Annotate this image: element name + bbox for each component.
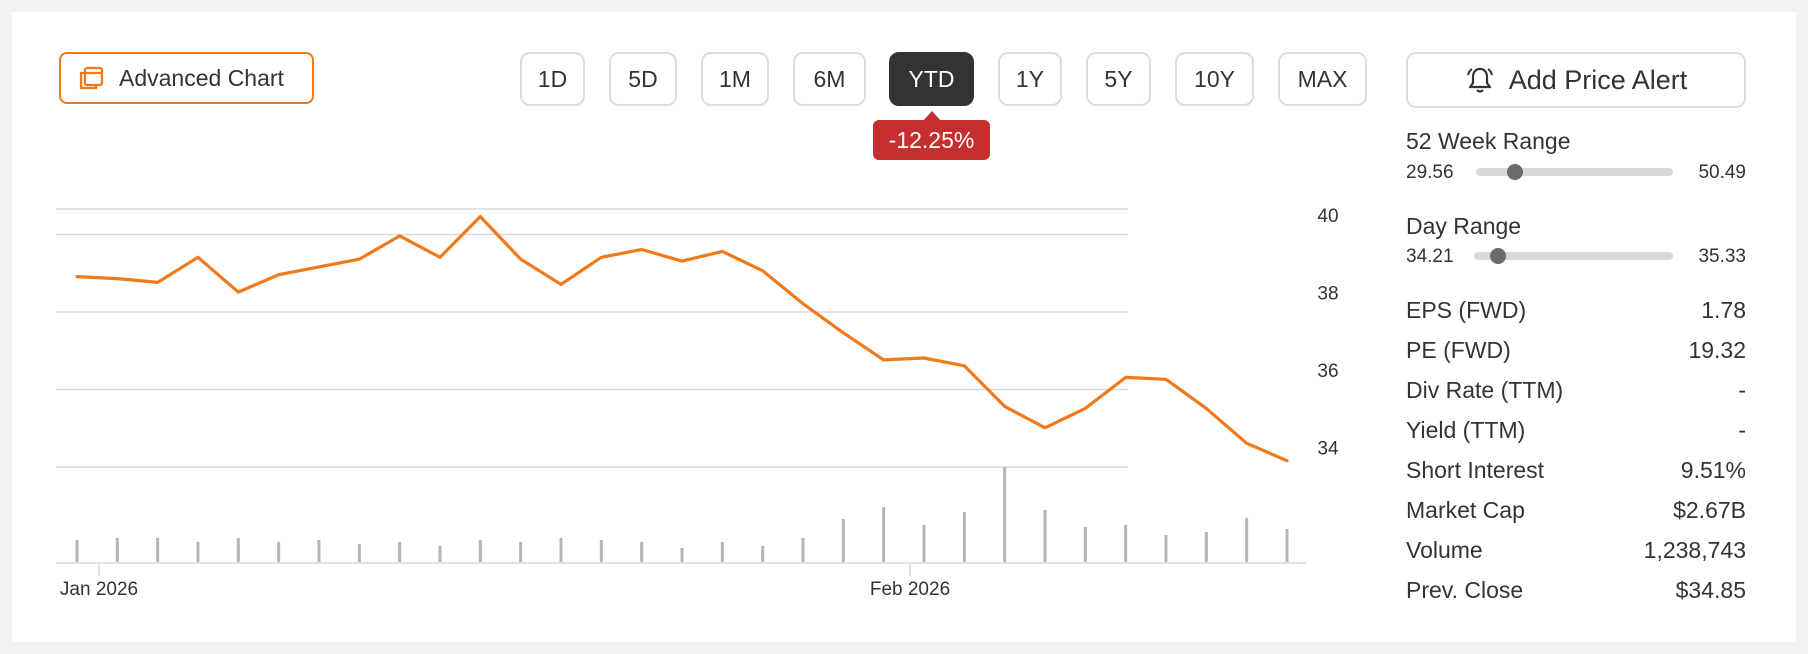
volume-bar (882, 507, 886, 562)
day-range-label: Day Range (1406, 213, 1522, 239)
volume-bar (478, 540, 482, 562)
volume-bar (599, 540, 603, 562)
volume-bar (801, 538, 805, 562)
range-tab-5y[interactable]: 5Y (1086, 52, 1151, 106)
stat-row-div-rate: Div Rate (TTM) - (1406, 375, 1746, 405)
range-tab-1m[interactable]: 1M (701, 52, 769, 106)
stat-value: - (1738, 376, 1746, 403)
price-line (75, 215, 1289, 463)
stat-value: $34.85 (1675, 576, 1746, 603)
volume-bar (317, 540, 321, 562)
stat-label: Div Rate (TTM) (1406, 376, 1564, 403)
volume-bar (196, 542, 200, 562)
volume-bar (640, 542, 644, 562)
day-range-low: 34.21 (1406, 246, 1454, 267)
advanced-chart-icon (79, 66, 104, 90)
volume-bar (1164, 535, 1168, 562)
stat-row-pe: PE (FWD) 19.32 (1406, 335, 1746, 365)
week52-range-low: 29.56 (1406, 162, 1454, 183)
volume-bar (115, 538, 119, 562)
volume-bar (1124, 525, 1128, 562)
volume-bar (1285, 529, 1289, 562)
volume-bar (1204, 532, 1208, 562)
week52-range-marker (1507, 164, 1524, 180)
y-tick-label: 34 (1317, 439, 1339, 460)
volume-bar (962, 512, 966, 562)
stat-row-short-interest: Short Interest 9.51% (1406, 455, 1746, 485)
volume-bar (922, 525, 926, 562)
stat-label: Market Cap (1406, 496, 1525, 523)
volume-bar (277, 542, 281, 562)
stat-row-eps: EPS (FWD) 1.78 (1406, 295, 1746, 325)
range-tab-1d[interactable]: 1D (520, 52, 585, 106)
stat-label: Yield (TTM) (1406, 416, 1526, 443)
y-tick-label: 40 (1317, 206, 1338, 227)
range-tab-max[interactable]: MAX (1278, 52, 1367, 106)
stat-label: PE (FWD) (1406, 336, 1511, 363)
week52-range-track (1476, 168, 1673, 176)
stat-label: Volume (1406, 536, 1483, 563)
day-range-marker (1489, 248, 1506, 264)
volume-bar (357, 544, 361, 562)
volume-bar (559, 538, 563, 562)
y-tick-label: 38 (1317, 284, 1338, 305)
volume-bar (75, 540, 79, 562)
range-tab-6m[interactable]: 6M (793, 52, 866, 106)
volume-bar (1083, 527, 1087, 562)
advanced-chart-label: Advanced Chart (119, 64, 284, 91)
stat-row-volume: Volume 1,238,743 (1406, 535, 1746, 565)
stat-value: 1,238,743 (1643, 536, 1746, 563)
week52-range-label: 52 Week Range (1406, 128, 1571, 154)
bell-icon (1466, 67, 1493, 93)
week52-range-high: 50.49 (1698, 162, 1746, 183)
volume-bar (398, 542, 402, 562)
volume-bar (841, 519, 845, 562)
stat-row-market-cap: Market Cap $2.67B (1406, 495, 1746, 525)
range-tab-1y[interactable]: 1Y (998, 52, 1062, 106)
y-tick-label: 36 (1317, 361, 1338, 382)
volume-bar (438, 546, 442, 562)
stat-label: EPS (FWD) (1406, 296, 1527, 323)
volume-bar (1003, 467, 1007, 562)
change-badge: -12.25% (873, 111, 990, 160)
add-price-alert-label: Add Price Alert (1508, 64, 1688, 95)
volume-bar (156, 538, 160, 562)
volume-bar (519, 542, 523, 562)
stat-value: $2.67B (1673, 496, 1746, 523)
stat-label: Prev. Close (1406, 576, 1524, 603)
stat-row-prev-close: Prev. Close $34.85 (1406, 575, 1746, 605)
day-range-high: 35.33 (1698, 246, 1746, 267)
volume-bar (1245, 518, 1249, 562)
volume-bar (761, 546, 765, 562)
add-price-alert-button[interactable]: Add Price Alert (1406, 52, 1746, 108)
volume-bar (680, 548, 684, 562)
volume-bar (1043, 510, 1047, 562)
stat-value: 9.51% (1680, 456, 1746, 483)
stat-row-yield: Yield (TTM) - (1406, 415, 1746, 445)
range-tab-5d[interactable]: 5D (609, 52, 677, 106)
range-tab-10y[interactable]: 10Y (1175, 52, 1254, 106)
quote-chart-card: Advanced Chart 1D 5D 1M 6M YTD 1Y 5Y 10Y… (12, 12, 1796, 642)
volume-bar (720, 542, 724, 562)
x-tick-label: Jan 2026 (60, 579, 138, 600)
advanced-chart-button[interactable]: Advanced Chart (59, 52, 314, 104)
stat-value: - (1738, 416, 1746, 443)
volume-bar (236, 538, 240, 562)
range-tab-ytd[interactable]: YTD (889, 52, 974, 106)
x-tick-label: Feb 2026 (870, 579, 950, 600)
stat-label: Short Interest (1406, 456, 1545, 483)
stat-value: 19.32 (1688, 336, 1746, 363)
stat-value: 1.78 (1701, 296, 1746, 323)
day-range-track (1474, 252, 1673, 260)
price-chart: 34 36 38 40 Jan 2026 Feb 2026 (56, 206, 1339, 600)
